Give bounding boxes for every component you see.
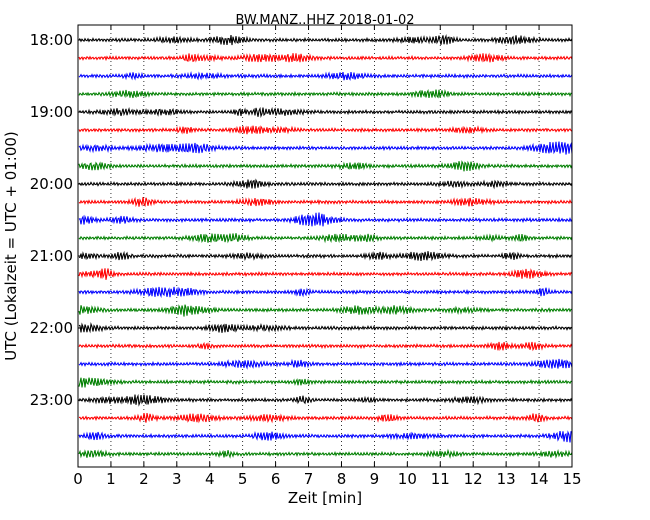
x-tick-label: 5 [238,470,248,488]
trace-5 [78,106,573,119]
y-axis-ticks: 18:00 19:00 20:00 21:00 22:00 23:00 [30,31,572,409]
plot-frame [77,24,573,468]
trace-2 [78,52,573,63]
x-tick-label: 3 [172,470,182,488]
trace-7 [78,141,573,155]
x-tick-label: 2 [139,470,149,488]
x-tick-label: 1 [106,470,116,488]
y-tick-label: 23:00 [30,391,73,409]
trace-15 [78,286,573,299]
trace-21 [78,393,573,407]
trace-8 [78,160,573,172]
trace-6 [78,125,573,135]
trace-1 [78,34,573,46]
trace-19 [78,358,573,370]
y-axis-label: UTC (Lokalzeit = UTC + 01:00) [2,131,20,361]
trace-18 [78,341,573,352]
y-tick-label: 22:00 [30,319,73,337]
trace-14 [78,268,573,280]
trace-22 [78,412,573,424]
x-tick-label: 4 [205,470,215,488]
y-tick-label: 21:00 [30,247,73,265]
trace-12 [78,233,573,244]
trace-24 [78,448,573,459]
trace-20 [78,377,573,388]
x-tick-label: 12 [464,470,483,488]
y-tick-label: 20:00 [30,175,73,193]
trace-10 [78,196,573,208]
x-tick-label: 0 [73,470,83,488]
chart-title: BW.MANZ..HHZ 2018-01-02 [235,13,414,28]
x-axis-ticks: 0 1 2 3 4 5 6 7 8 9 10 11 12 13 14 15 [73,25,582,488]
x-axis-label: Zeit [min] [288,489,362,507]
x-tick-label: 8 [337,470,347,488]
trace-17 [78,322,573,334]
x-tick-label: 6 [271,470,281,488]
trace-16 [78,304,573,317]
y-tick-label: 19:00 [30,103,73,121]
trace-3 [78,71,573,81]
x-tick-label: 15 [562,470,581,488]
trace-11 [78,212,573,227]
trace-13 [78,250,573,262]
trace-9 [78,178,573,190]
trace-layer [78,34,573,459]
x-tick-label: 14 [530,470,549,488]
trace-4 [78,88,573,99]
x-tick-label: 9 [370,470,380,488]
x-tick-label: 11 [431,470,450,488]
x-tick-label: 10 [398,470,417,488]
x-tick-label: 13 [497,470,516,488]
trace-23 [78,430,573,443]
y-tick-label: 18:00 [30,31,73,49]
grid-layer [110,25,540,467]
x-tick-label: 7 [304,470,314,488]
